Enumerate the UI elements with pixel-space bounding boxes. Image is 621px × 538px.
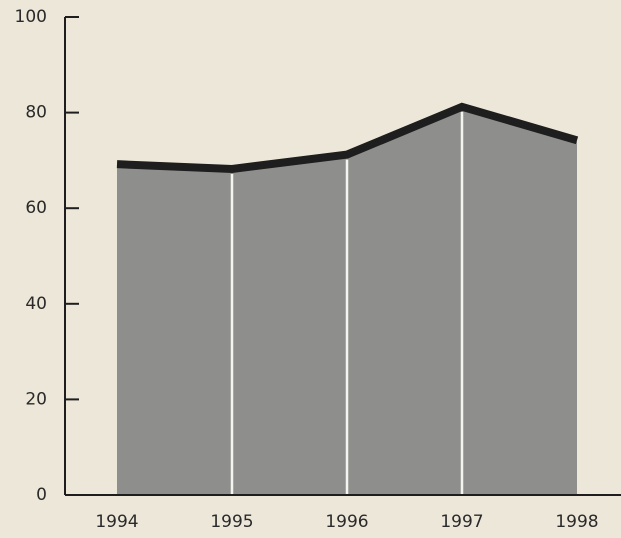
page: {"chart_data": {"type": "area", "categor…: [0, 0, 621, 538]
x-tick-label: 1997: [440, 512, 483, 532]
y-tick-label: 0: [36, 485, 47, 505]
y-tick-label: 20: [25, 389, 47, 409]
x-tick-label: 1994: [95, 512, 138, 532]
chart: 0 20 40 60 80 100 1994 1995 1996 1997 1998: [0, 0, 621, 538]
y-tick-label: 60: [25, 198, 47, 218]
y-tick-label: 100: [15, 7, 47, 27]
y-tick-label: 80: [25, 103, 47, 123]
x-tick-label: 1996: [325, 512, 368, 532]
x-tick-label: 1995: [210, 512, 253, 532]
x-tick-label: 1998: [555, 512, 598, 532]
y-tick-label: 40: [25, 294, 47, 314]
